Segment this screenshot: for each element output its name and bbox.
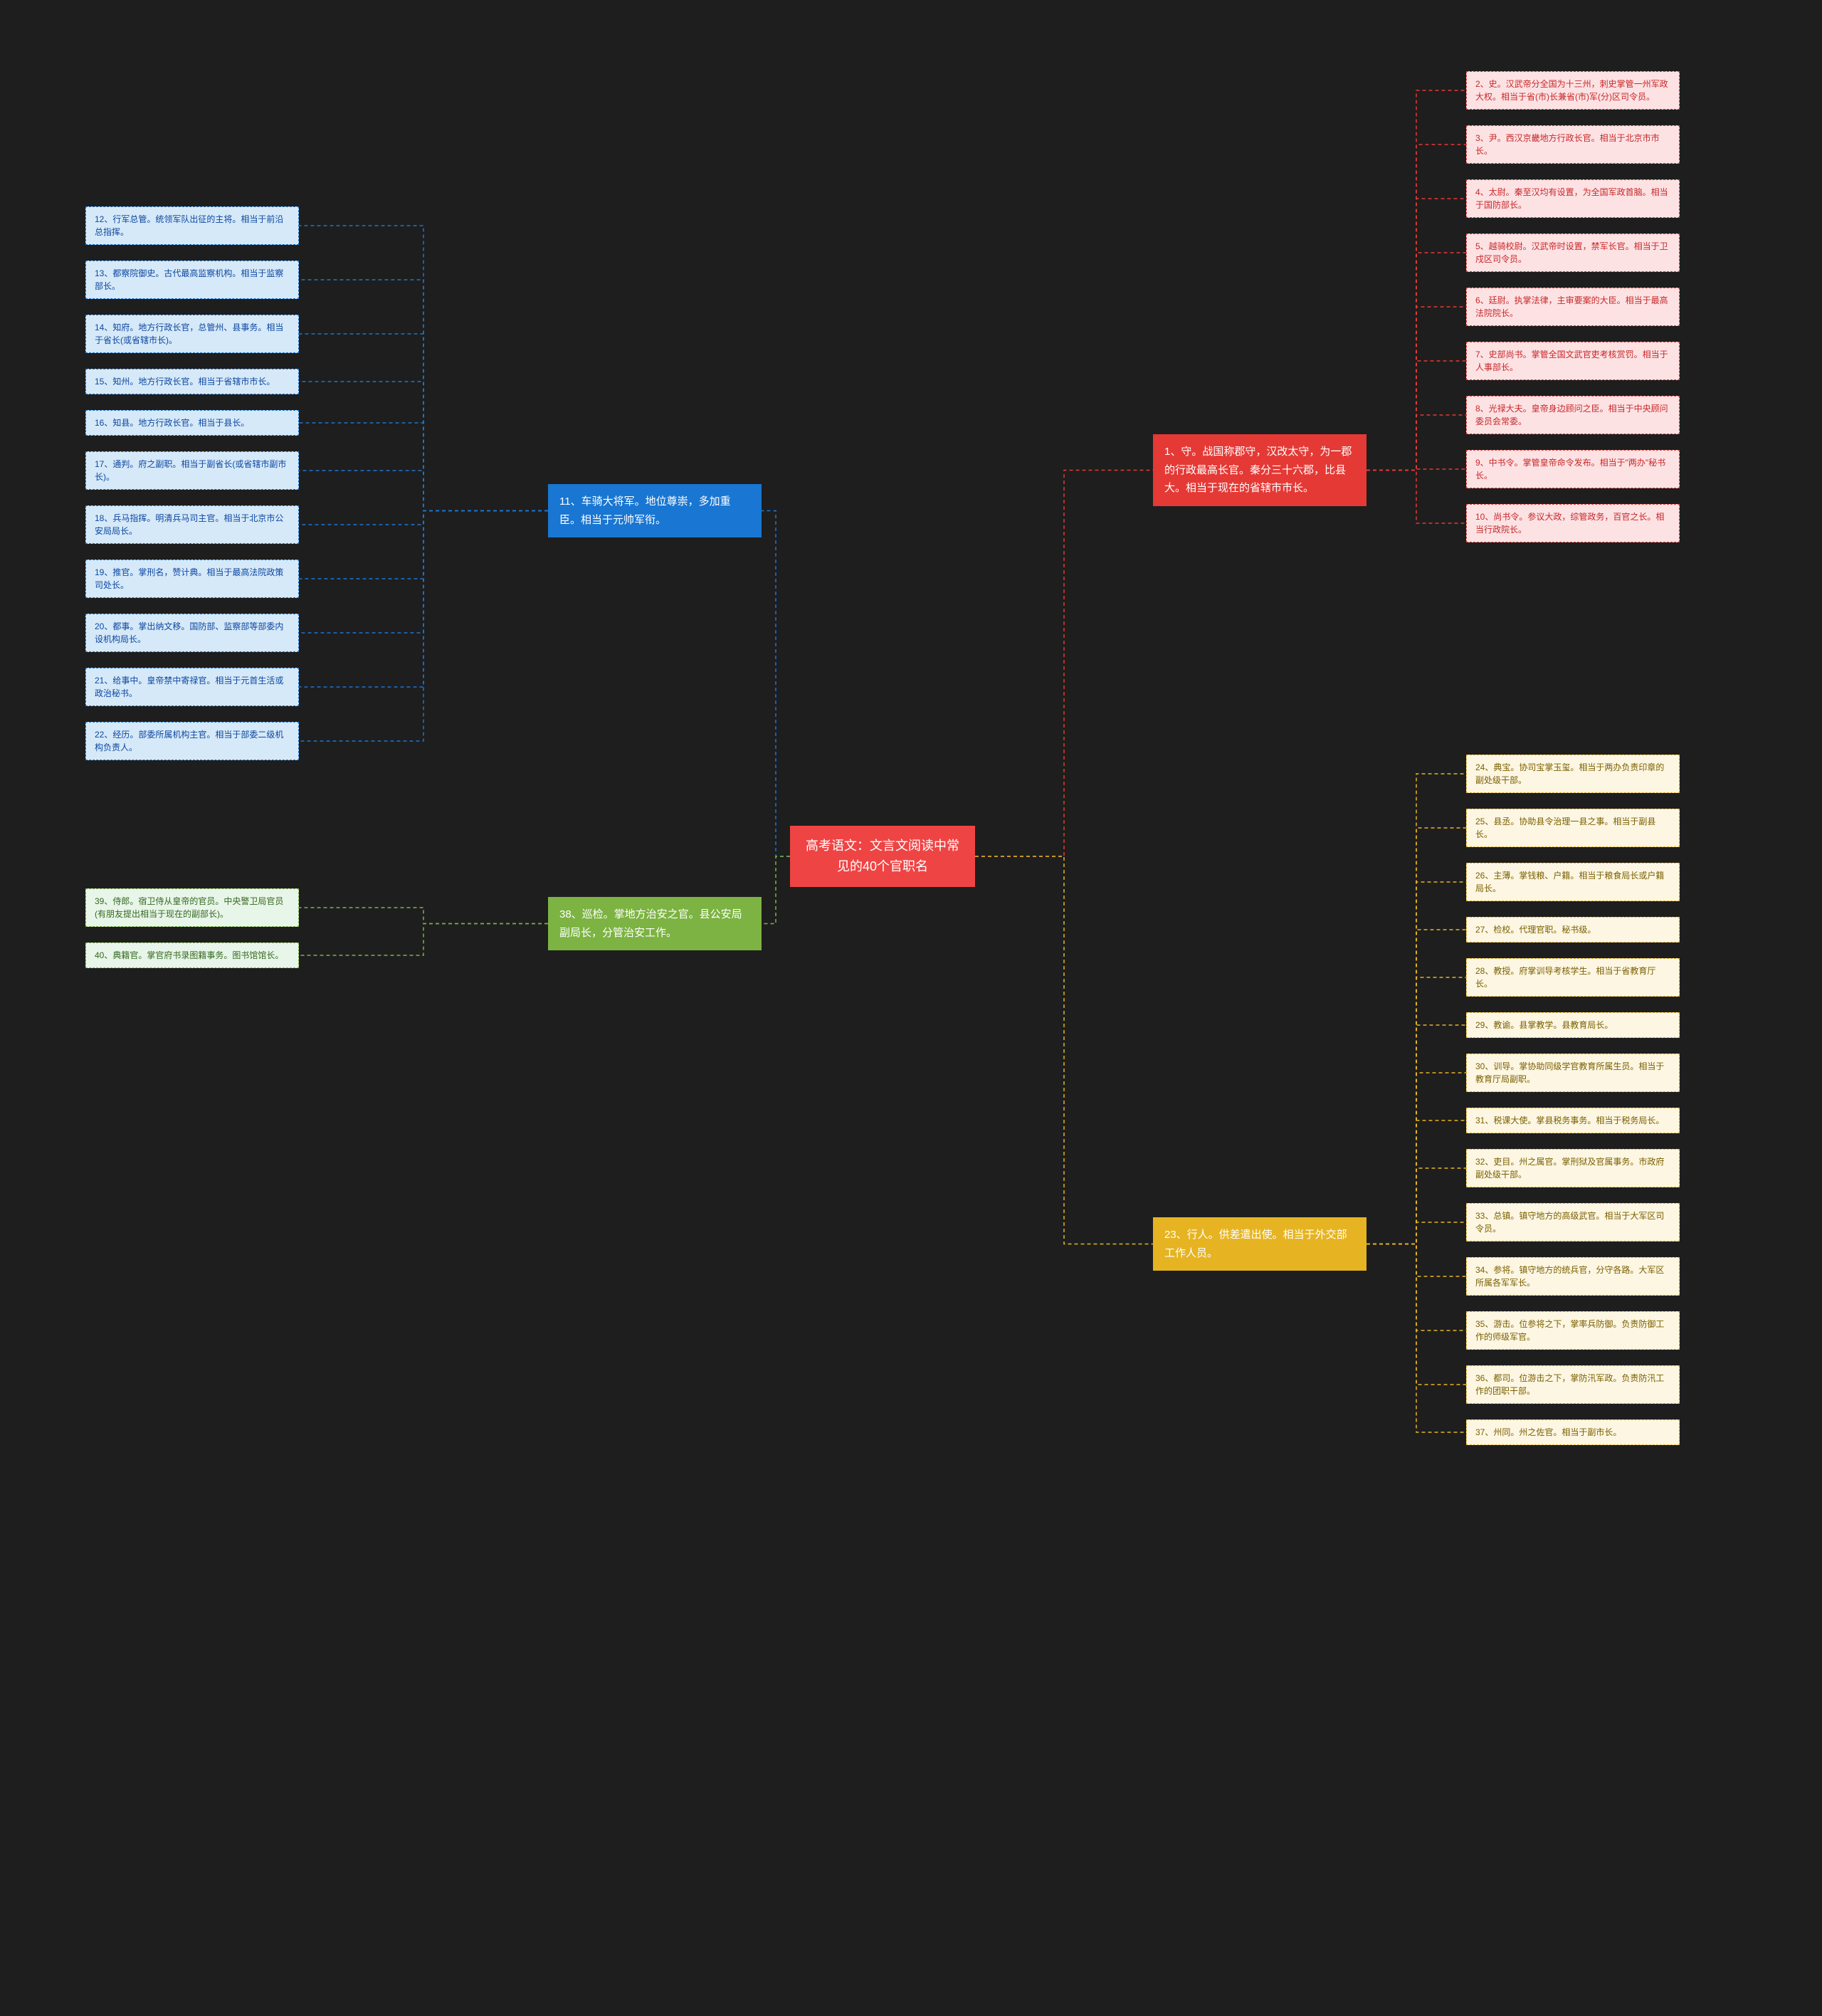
main-node-23: 23、行人。供差遣出使。相当于外交部工作人员。 — [1153, 1217, 1366, 1271]
leaf-node: 27、检校。代理官职。秘书级。 — [1466, 917, 1680, 943]
leaf-node: 28、教授。府掌训导考核学生。相当于省教育厅长。 — [1466, 958, 1680, 997]
leaf-node: 6、廷尉。执掌法律，主审要案的大臣。相当于最高法院院长。 — [1466, 288, 1680, 326]
leaf-node: 21、给事中。皇帝禁中寄禄官。相当于元首生活或政治秘书。 — [85, 668, 299, 706]
center-node: 高考语文：文言文阅读中常见的40个官职名 — [790, 826, 975, 887]
leaf-node: 17、通判。府之副职。相当于副省长(或省辖市副市长)。 — [85, 451, 299, 490]
main-node-38: 38、巡检。掌地方治安之官。县公安局副局长，分管治安工作。 — [548, 897, 762, 950]
leaf-node: 39、侍郎。宿卫侍从皇帝的官员。中央警卫局官员(有朋友提出相当于现在的副部长)。 — [85, 888, 299, 927]
leaf-node: 34、参将。镇守地方的统兵官，分守各路。大军区所属各军军长。 — [1466, 1257, 1680, 1296]
leaf-node: 14、知府。地方行政长官，总管州、县事务。相当于省长(或省辖市长)。 — [85, 315, 299, 353]
leaf-node: 36、都司。位游击之下，掌防汛军政。负责防汛工作的团职干部。 — [1466, 1365, 1680, 1404]
leaf-node: 35、游击。位参将之下，掌率兵防御。负责防御工作的师级军官。 — [1466, 1311, 1680, 1350]
main-node-11: 11、车骑大将军。地位尊崇，多加重臣。相当于元帅军衔。 — [548, 484, 762, 537]
leaf-node: 15、知州。地方行政长官。相当于省辖市市长。 — [85, 369, 299, 394]
leaf-node: 7、史部尚书。掌管全国文武官吏考核赏罚。相当于人事部长。 — [1466, 342, 1680, 380]
leaf-node: 16、知县。地方行政长官。相当于县长。 — [85, 410, 299, 436]
leaf-node: 40、典籍官。掌官府书录图籍事务。图书馆馆长。 — [85, 943, 299, 968]
leaf-node: 37、州同。州之佐官。相当于副市长。 — [1466, 1419, 1680, 1445]
leaf-node: 2、史。汉武帝分全国为十三州，刺史掌管一州军政大权。相当于省(市)长兼省(市)军… — [1466, 71, 1680, 110]
leaf-node: 4、太尉。秦至汉均有设置，为全国军政首脑。相当于国防部长。 — [1466, 179, 1680, 218]
leaf-node: 30、训导。掌协助同级学官教育所属生员。相当于教育厅局副职。 — [1466, 1054, 1680, 1092]
main-node-1: 1、守。战国称郡守，汉改太守，为一郡的行政最高长官。秦分三十六郡，比县大。相当于… — [1153, 434, 1366, 506]
leaf-node: 12、行军总管。统领军队出征的主将。相当于前沿总指挥。 — [85, 206, 299, 245]
leaf-node: 18、兵马指挥。明清兵马司主官。相当于北京市公安局局长。 — [85, 505, 299, 544]
leaf-node: 26、主薄。掌钱粮、户籍。相当于粮食局长或户籍局长。 — [1466, 863, 1680, 901]
leaf-node: 22、经历。部委所属机构主官。相当于部委二级机构负责人。 — [85, 722, 299, 760]
leaf-node: 24、典宝。协司宝掌玉玺。相当于两办负责印章的副处级干部。 — [1466, 755, 1680, 793]
leaf-node: 19、推官。掌刑名，赞计典。相当于最高法院政策司处长。 — [85, 560, 299, 598]
leaf-node: 25、县丞。协助县令治理一县之事。相当于副县长。 — [1466, 809, 1680, 847]
leaf-node: 20、都事。掌出纳文移。国防部、监察部等部委内设机构局长。 — [85, 614, 299, 652]
leaf-node: 29、教谕。县掌教学。县教育局长。 — [1466, 1012, 1680, 1038]
leaf-node: 33、总镇。镇守地方的高级武官。相当于大军区司令员。 — [1466, 1203, 1680, 1241]
leaf-node: 31、税课大使。掌县税务事务。相当于税务局长。 — [1466, 1108, 1680, 1133]
leaf-node: 10、尚书令。参议大政，综管政务，百官之长。相当行政院长。 — [1466, 504, 1680, 542]
leaf-node: 9、中书令。掌管皇帝命令发布。相当于"两办"秘书长。 — [1466, 450, 1680, 488]
leaf-node: 3、尹。西汉京畿地方行政长官。相当于北京市市长。 — [1466, 125, 1680, 164]
leaf-node: 5、越骑校尉。汉武帝时设置，禁军长官。相当于卫戍区司令员。 — [1466, 233, 1680, 272]
leaf-node: 13、都察院御史。古代最高监察机构。相当于监察部长。 — [85, 261, 299, 299]
leaf-node: 8、光禄大夫。皇帝身边顾问之臣。相当于中央顾问委员会常委。 — [1466, 396, 1680, 434]
leaf-node: 32、吏目。州之属官。掌刑狱及官属事务。市政府副处级干部。 — [1466, 1149, 1680, 1187]
